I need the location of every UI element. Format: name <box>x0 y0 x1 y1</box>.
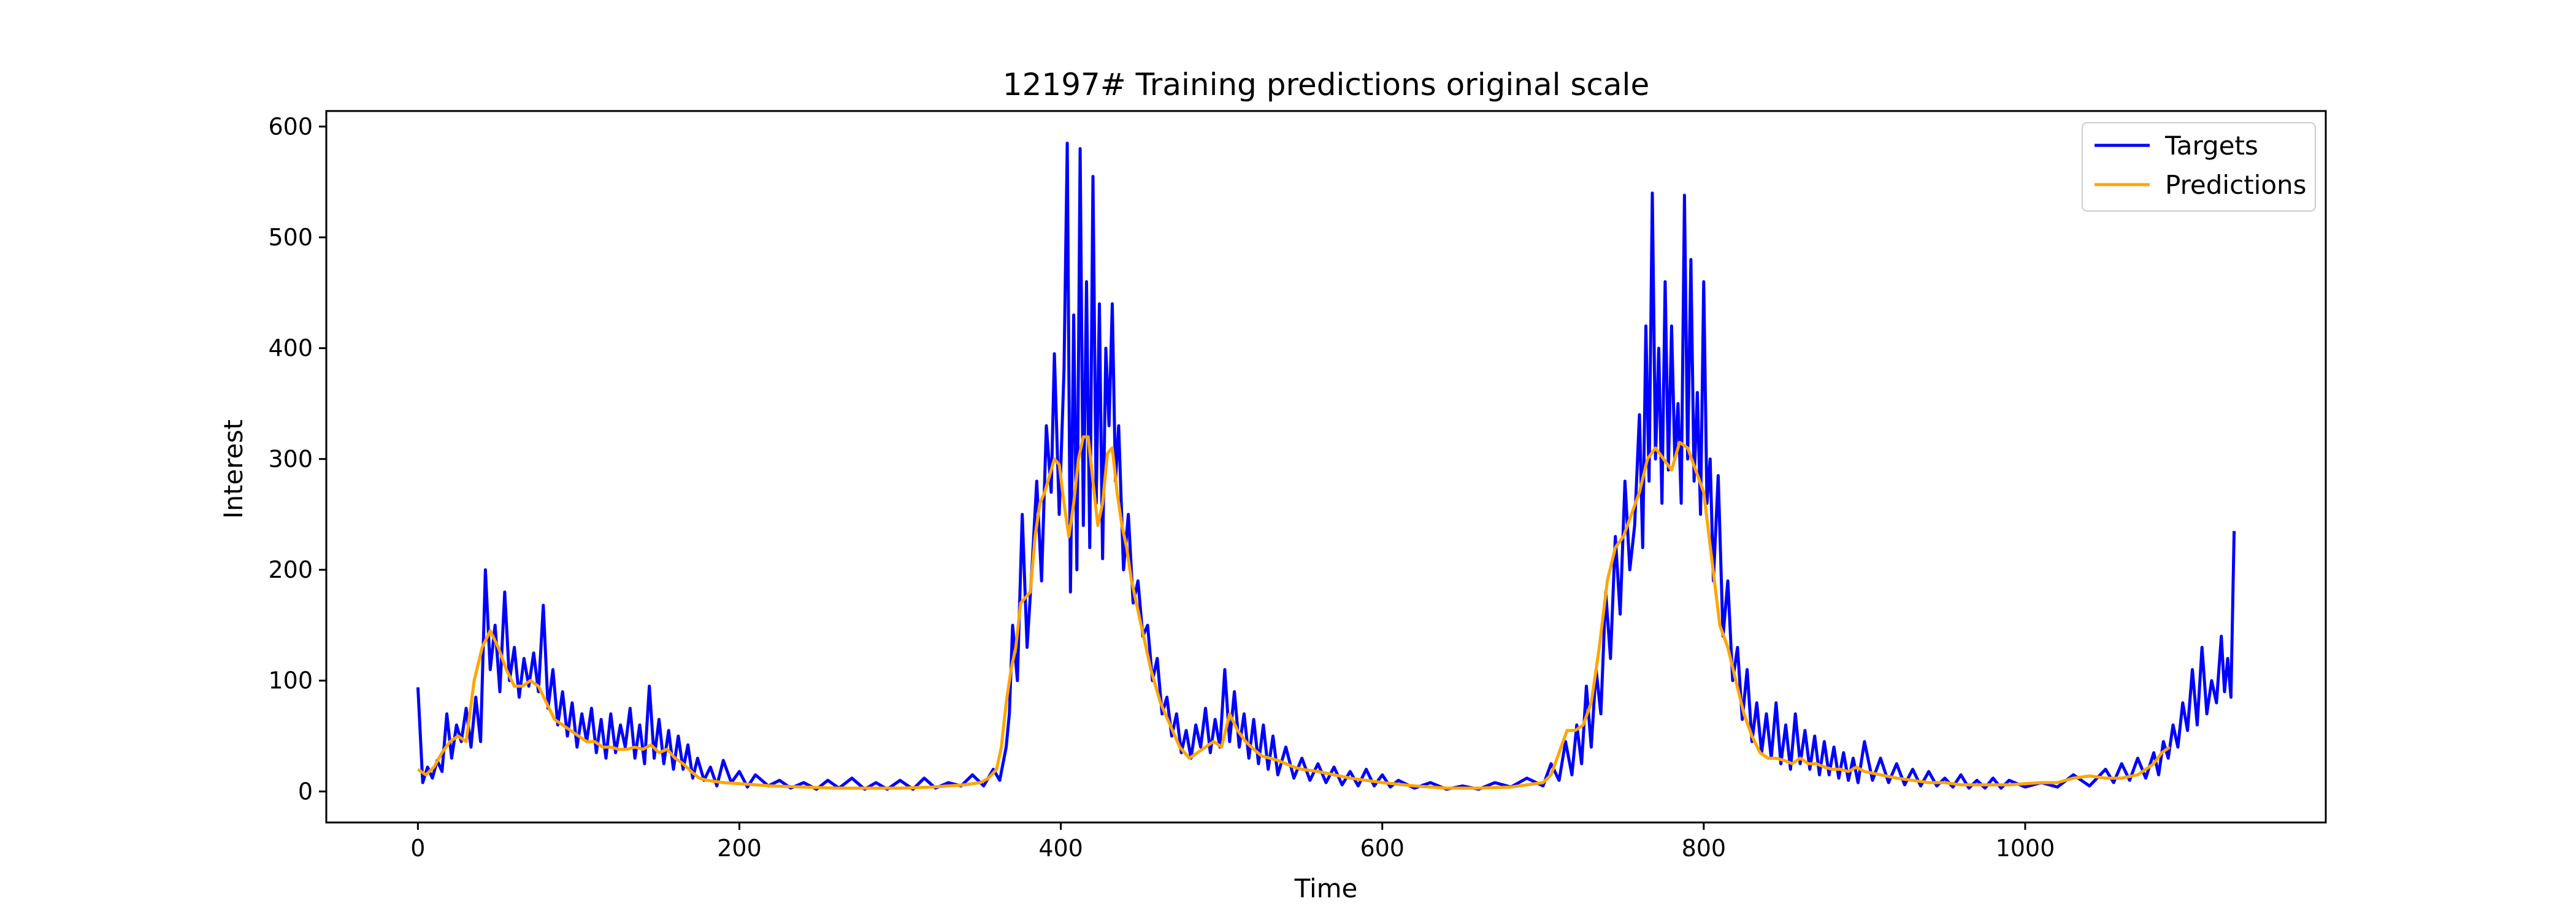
series-line-targets <box>416 141 2236 791</box>
x-tick-label: 200 <box>717 835 762 862</box>
legend: Targets Predictions <box>2082 122 2316 212</box>
x-tick-label: 1000 <box>1996 835 2055 862</box>
y-tick-label: 600 <box>268 113 313 140</box>
x-axis: 0 200 400 600 800 1000 <box>410 822 2055 862</box>
y-tick-label: 500 <box>268 224 313 251</box>
x-axis-label: Time <box>1294 873 1358 903</box>
x-tick-label: 400 <box>1038 835 1083 862</box>
y-axis: 0 100 200 300 400 500 600 <box>268 113 326 805</box>
legend-label-predictions: Predictions <box>2165 170 2307 200</box>
series-line-predictions <box>416 435 2171 790</box>
y-tick-label: 200 <box>268 556 313 583</box>
y-tick-label: 400 <box>268 335 313 362</box>
legend-label-targets: Targets <box>2164 131 2258 161</box>
x-tick-label: 600 <box>1360 835 1405 862</box>
y-tick-label: 100 <box>268 667 313 694</box>
x-tick-label: 800 <box>1682 835 1727 862</box>
y-tick-label: 0 <box>298 778 313 805</box>
chart-title: 12197# Training predictions original sca… <box>1003 67 1649 102</box>
x-tick-label: 0 <box>410 835 425 862</box>
y-tick-label: 300 <box>268 445 313 472</box>
plot-frame <box>325 110 2327 824</box>
series-layer <box>416 141 2236 791</box>
y-axis-label: Interest <box>218 420 248 519</box>
